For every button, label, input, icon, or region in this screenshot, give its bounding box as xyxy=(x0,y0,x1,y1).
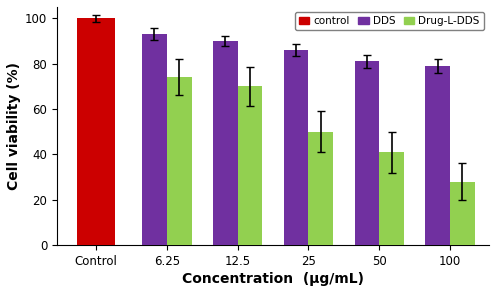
Bar xyxy=(213,41,238,245)
Bar xyxy=(238,86,262,245)
Bar xyxy=(309,132,333,245)
Bar xyxy=(284,50,309,245)
Bar xyxy=(167,77,191,245)
Y-axis label: Cell viability (%): Cell viability (%) xyxy=(7,62,21,190)
Legend: control, DDS, Drug-L-DDS: control, DDS, Drug-L-DDS xyxy=(295,12,484,30)
X-axis label: Concentration  (μg/mL): Concentration (μg/mL) xyxy=(182,272,364,286)
Bar xyxy=(77,18,115,245)
Bar xyxy=(355,62,379,245)
Bar xyxy=(142,34,167,245)
Bar xyxy=(450,182,475,245)
Bar xyxy=(426,66,450,245)
Bar xyxy=(379,152,404,245)
